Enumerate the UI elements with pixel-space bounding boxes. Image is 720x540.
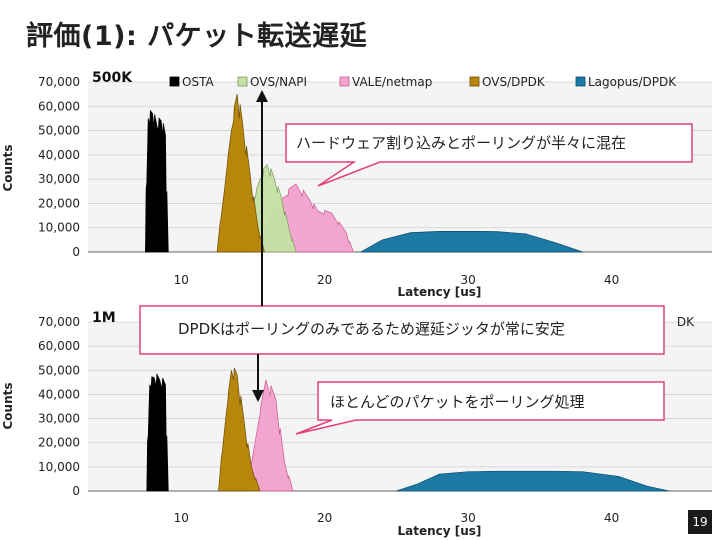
legend-label-ovs-napi: OVS/NAPI [250,75,307,89]
y-tick-label: 40,000 [38,148,80,162]
slide-title: 評価(1): パケット転送遅延 [26,21,368,52]
callout-text-polling: ほとんどのパケットをポーリング処理 [330,393,585,411]
y-tick-label: 70,000 [38,315,80,329]
y-tick-label: 50,000 [38,363,80,377]
callout-box-hw-interrupt [285,123,693,187]
chart-panel-500k: 70,000 60,000 50,000 40,000 30,000 20,000 10,0… [1,70,712,299]
plot-area [88,82,712,252]
y-tick-label: 40,000 [38,387,80,401]
series-area-osta [146,372,169,492]
x-tick-label: 30 [460,273,475,287]
x-tick-label: 40 [604,511,619,525]
legend-label-osta: OSTA [182,75,214,89]
y-tick-label: 60,000 [38,99,80,113]
y-tick-label: 70,000 [38,75,80,89]
legend-label-ovs-dpdk: OVS/DPDK [482,75,546,89]
y-tick-label: 30,000 [38,172,80,186]
legend-swatch-ovs-napi [237,76,248,87]
y-tick-label: 20,000 [38,196,80,210]
legend-label-vale-netmap: VALE/netmap [352,75,432,89]
legend-swatch-vale-netmap [339,76,350,87]
callout-box-dpdk-stable [139,305,665,355]
y-tick-label: 50,000 [38,124,80,138]
series-area-ovs-dpdk [216,94,265,253]
callout-text-hw-interrupt: ハードウェア割り込みとポーリングが半々に混在 [296,134,626,152]
x-tick-label: 10 [174,273,189,287]
series-area-ovs-dpdk [218,367,261,492]
chart-legend: OSTA OVS/NAPI VALE/netmap OVS/DPDK Lagopus/D… [169,75,695,329]
callout-text-dpdk-stable: DPDKはポーリングのみであるため遅延ジッタが常に安定 [178,320,565,338]
x-axis-label: Latency [us] [397,285,481,299]
legend-swatch-ovs-dpdk [469,76,480,87]
x-tick-label: 10 [174,511,189,525]
y-tick-label: 30,000 [38,412,80,426]
callouts: ハードウェア割り込みとポーリングが半々に混在 DPDKはポーリングのみであるため遅… [139,90,693,435]
x-tick-label: 20 [317,273,332,287]
callout-box-polling [295,381,665,435]
y-tick-label: 10,000 [38,460,80,474]
y-tick-label: 10,000 [38,221,80,235]
series-area-vale-netmap [246,379,294,492]
x-tick-label: 30 [460,511,475,525]
series-area-lagopus-dpdk [359,231,584,253]
panel-label: 1M [92,310,116,326]
legend-swatch-osta [169,76,180,87]
legend-label-partial: DK [677,315,695,329]
x-tick-label: 40 [604,273,619,287]
x-axis-label: Latency [us] [397,524,481,538]
series-area-lagopus-dpdk [396,470,670,492]
arrow-down-head [252,390,264,402]
legend-label-lagopus-dpdk: Lagopus/DPDK [588,75,677,89]
arrow-up-head [256,90,268,102]
y-axis-label: Counts [1,382,15,429]
y-tick-label: 20,000 [38,436,80,450]
y-axis-label: Counts [1,144,15,191]
panel-label: 500K [92,70,133,86]
y-tick-label: 60,000 [38,339,80,353]
series-area-osta [145,109,169,253]
y-tick-label: 0 [72,484,80,498]
x-tick-label: 20 [317,511,332,525]
y-tick-label: 0 [72,245,80,259]
page-number: 19 [688,510,712,534]
legend-swatch-lagopus-dpdk [575,76,586,87]
